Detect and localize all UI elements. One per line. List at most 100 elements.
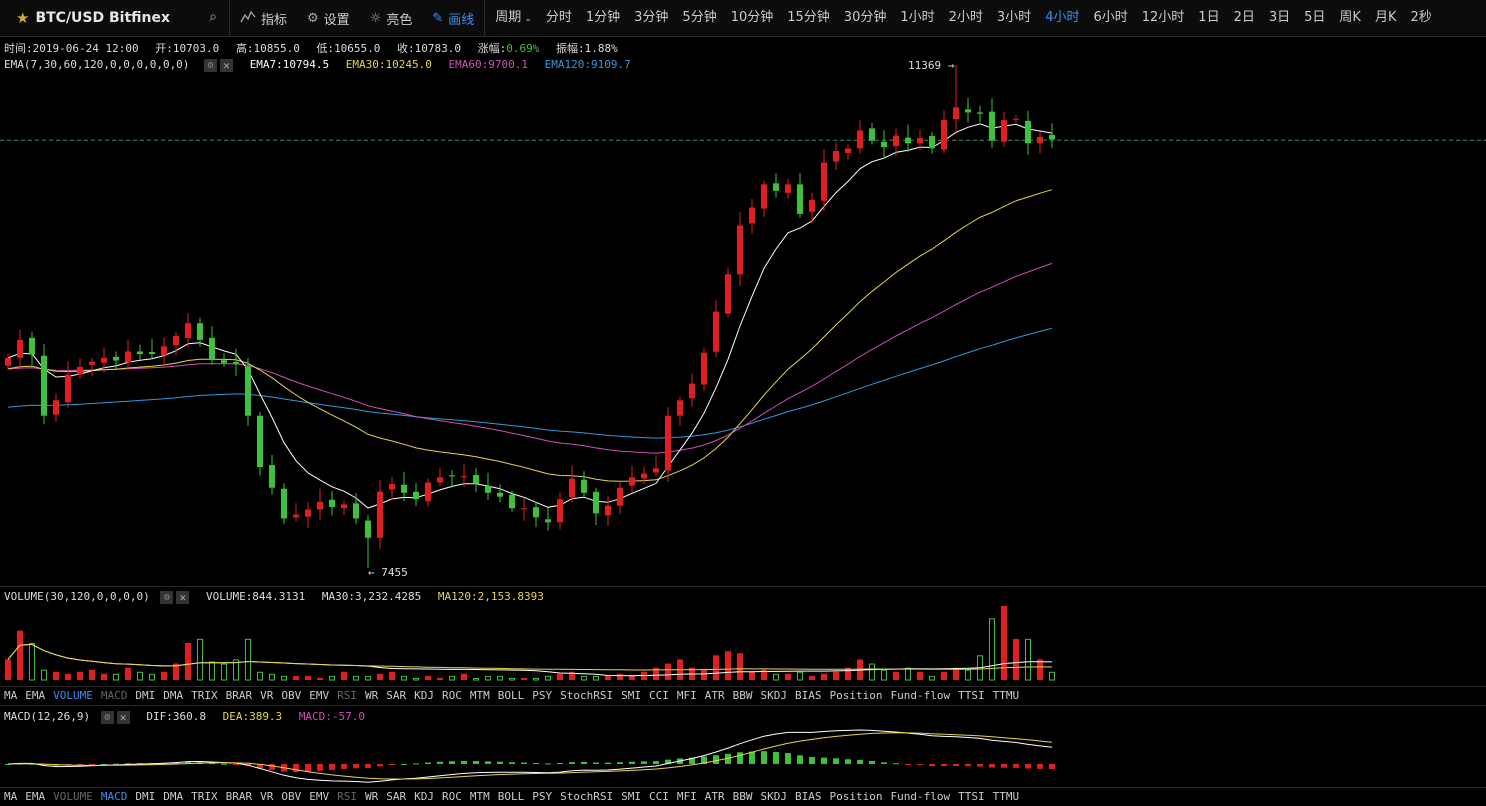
macd-tab-bias[interactable]: BIAS (794, 790, 822, 803)
vol-tab-dma[interactable]: DMA (163, 689, 184, 702)
vol-tab-mfi[interactable]: MFI (676, 689, 697, 702)
vol-tab-wr[interactable]: WR (365, 689, 379, 702)
vol-tab-ema[interactable]: EMA (25, 689, 46, 702)
draw-button[interactable]: ✎ 画线 (422, 0, 484, 36)
indicators-button[interactable]: 指标 (230, 0, 297, 36)
period-14[interactable]: 2日 (1233, 10, 1255, 25)
pencil-icon: ✎ (432, 10, 444, 26)
vol-tab-smi[interactable]: SMI (621, 689, 641, 702)
period-7[interactable]: 1小时 (900, 10, 935, 25)
period-1[interactable]: 1分钟 (585, 10, 621, 25)
macd-tab-emv[interactable]: EMV (309, 790, 330, 803)
macd-tab-boll[interactable]: BOLL (497, 790, 525, 803)
macd-tab-dmi[interactable]: DMI (135, 790, 156, 803)
star-icon[interactable]: ★ (16, 9, 30, 27)
period-4[interactable]: 10分钟 (730, 10, 774, 25)
period-12[interactable]: 12小时 (1141, 10, 1185, 25)
macd-tab-ema[interactable]: EMA (25, 790, 46, 803)
period-2[interactable]: 3分钟 (634, 10, 669, 25)
vol-tab-kdj[interactable]: KDJ (414, 689, 434, 702)
macd-tab-mfi[interactable]: MFI (676, 790, 697, 803)
vol-tab-brar[interactable]: BRAR (225, 689, 253, 702)
vol-tab-fund-flow[interactable]: Fund-flow (890, 689, 951, 702)
vol-tab-roc[interactable]: ROC (442, 689, 462, 702)
close-icon[interactable]: ✕ (220, 58, 234, 72)
macd-tab-kdj[interactable]: KDJ (414, 790, 434, 803)
vol-tab-boll[interactable]: BOLL (497, 689, 525, 702)
vol-tab-vr[interactable]: VR (260, 689, 274, 702)
macd-tab-bbw[interactable]: BBW (732, 790, 753, 803)
macd-tab-psy[interactable]: PSY (532, 790, 553, 803)
macd-tab-obv[interactable]: OBV (281, 790, 302, 803)
macd-tab-smi[interactable]: SMI (621, 790, 641, 803)
macd-tab-trix[interactable]: TRIX (191, 790, 218, 803)
vol-tab-bbw[interactable]: BBW (732, 689, 753, 702)
macd-tab-wr[interactable]: WR (365, 790, 379, 803)
vol-tab-atr[interactable]: ATR (704, 689, 725, 702)
symbol-selector[interactable]: ★ BTC/USD Bitfinex ⌕ (0, 0, 230, 36)
brightness-button[interactable]: ☼ 亮色 (360, 0, 423, 36)
vol-tab-bias[interactable]: BIAS (794, 689, 822, 702)
vol-tab-volume[interactable]: VOLUME (53, 689, 93, 702)
macd-tab-dma[interactable]: DMA (163, 790, 184, 803)
vol-tab-ttmu[interactable]: TTMU (992, 689, 1020, 702)
gear-icon[interactable]: ⚙ (160, 590, 174, 604)
period-dropdown[interactable]: 周期 ⌄ (485, 0, 539, 36)
macd-tab-fund-flow[interactable]: Fund-flow (890, 790, 951, 803)
vol-tab-mtm[interactable]: MTM (469, 689, 490, 702)
macd-tab-ttmu[interactable]: TTMU (992, 790, 1020, 803)
vol-tab-emv[interactable]: EMV (309, 689, 330, 702)
vol-tab-ttsi[interactable]: TTSI (958, 689, 985, 702)
vol-tab-sar[interactable]: SAR (386, 689, 407, 702)
macd-tab-skdj[interactable]: SKDJ (760, 790, 787, 803)
period-0[interactable]: 分时 (545, 10, 572, 25)
vol-tab-rsi[interactable]: RSI (337, 689, 357, 702)
period-6[interactable]: 30分钟 (843, 10, 887, 25)
macd-tab-mtm[interactable]: MTM (469, 790, 490, 803)
macd-tab-ttsi[interactable]: TTSI (958, 790, 985, 803)
period-8[interactable]: 2小时 (948, 10, 983, 25)
period-3[interactable]: 5分钟 (682, 10, 717, 25)
macd-tab-rsi[interactable]: RSI (337, 790, 357, 803)
macd-tab-vr[interactable]: VR (260, 790, 274, 803)
period-19[interactable]: 2秒 (1410, 10, 1432, 25)
macd-tab-cci[interactable]: CCI (648, 790, 669, 803)
vol-tab-psy[interactable]: PSY (532, 689, 553, 702)
macd-tab-stochrsi[interactable]: StochRSI (560, 790, 614, 803)
vol-tab-trix[interactable]: TRIX (191, 689, 218, 702)
close-icon[interactable]: ✕ (176, 590, 190, 604)
period-11[interactable]: 6小时 (1093, 10, 1128, 25)
vol-tab-skdj[interactable]: SKDJ (760, 689, 787, 702)
price-chart[interactable]: 11369 → ← 7455 (0, 0, 1486, 586)
macd-tab-ma[interactable]: MA (4, 790, 18, 803)
period-18[interactable]: 月K (1374, 10, 1397, 25)
vol-tab-obv[interactable]: OBV (281, 689, 302, 702)
period-17[interactable]: 周K (1339, 10, 1361, 25)
period-15[interactable]: 3日 (1268, 10, 1291, 25)
macd-tab-roc[interactable]: ROC (442, 790, 462, 803)
gear-icon[interactable]: ⚙ (100, 710, 114, 724)
vol-tab-cci[interactable]: CCI (648, 689, 669, 702)
macd-tab-volume[interactable]: VOLUME (53, 790, 93, 803)
period-9[interactable]: 3小时 (996, 10, 1032, 25)
macd-tab-sar[interactable]: SAR (386, 790, 407, 803)
settings-button[interactable]: ⚙ 设置 (297, 0, 360, 36)
vol-tab-dmi[interactable]: DMI (135, 689, 156, 702)
close-icon[interactable]: ✕ (116, 710, 130, 724)
period-10[interactable]: 4小时 (1045, 10, 1080, 25)
macd-tab-macd[interactable]: MACD (100, 790, 128, 803)
macd-chart[interactable] (0, 726, 1486, 788)
vol-tab-stochrsi[interactable]: StochRSI (560, 689, 614, 702)
search-icon[interactable]: ⌕ (209, 9, 217, 25)
vol-tab-ma[interactable]: MA (4, 689, 18, 702)
vol-tab-macd[interactable]: MACD (100, 689, 128, 702)
volume-chart[interactable] (0, 604, 1486, 684)
period-13[interactable]: 1日 (1198, 10, 1220, 25)
macd-tab-position[interactable]: Position (829, 790, 883, 803)
macd-tab-brar[interactable]: BRAR (225, 790, 253, 803)
period-16[interactable]: 5日 (1304, 10, 1326, 25)
period-5[interactable]: 15分钟 (787, 10, 830, 25)
gear-icon[interactable]: ⚙ (204, 58, 218, 72)
macd-tab-atr[interactable]: ATR (704, 790, 725, 803)
vol-tab-position[interactable]: Position (829, 689, 883, 702)
